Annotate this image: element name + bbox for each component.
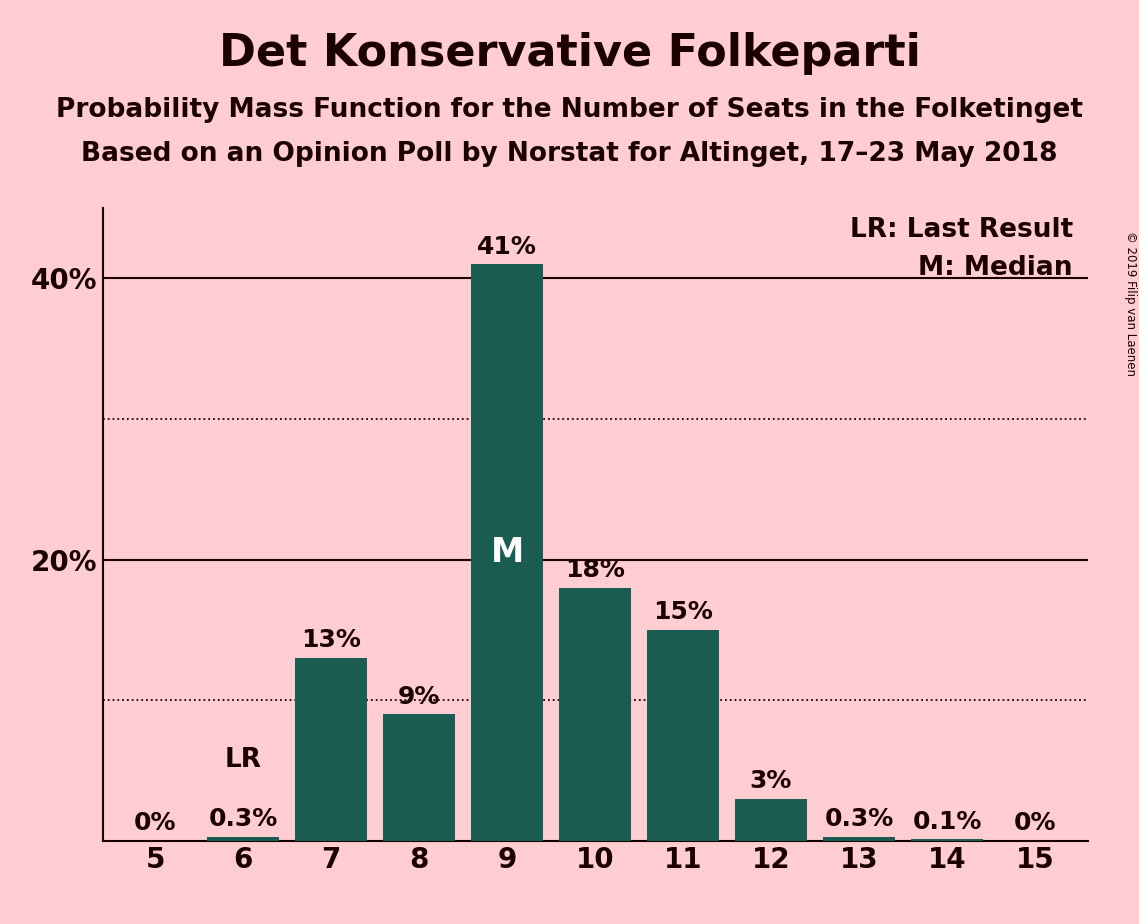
Text: Based on an Opinion Poll by Norstat for Altinget, 17–23 May 2018: Based on an Opinion Poll by Norstat for …: [81, 141, 1058, 167]
Text: 0.3%: 0.3%: [208, 807, 278, 831]
Text: 3%: 3%: [749, 769, 793, 793]
Text: LR: Last Result: LR: Last Result: [850, 217, 1073, 243]
Bar: [647, 630, 719, 841]
Text: © 2019 Filip van Laenen: © 2019 Filip van Laenen: [1124, 231, 1137, 376]
Bar: [911, 839, 983, 841]
Text: 0.3%: 0.3%: [825, 807, 894, 831]
Text: 13%: 13%: [302, 628, 361, 652]
Text: 9%: 9%: [398, 685, 441, 709]
Text: M: M: [491, 536, 524, 569]
Text: 18%: 18%: [565, 558, 625, 582]
Text: M: Median: M: Median: [918, 255, 1073, 282]
Bar: [559, 588, 631, 841]
Bar: [472, 264, 543, 841]
Bar: [823, 836, 895, 841]
Text: 0.1%: 0.1%: [912, 809, 982, 833]
Text: 41%: 41%: [477, 235, 538, 259]
Text: Det Konservative Folkeparti: Det Konservative Folkeparti: [219, 32, 920, 76]
Text: 15%: 15%: [653, 601, 713, 625]
Bar: [383, 714, 456, 841]
Bar: [735, 798, 808, 841]
Text: LR: LR: [224, 748, 262, 773]
Text: 0%: 0%: [134, 811, 177, 835]
Text: Probability Mass Function for the Number of Seats in the Folketinget: Probability Mass Function for the Number…: [56, 97, 1083, 123]
Bar: [207, 836, 279, 841]
Text: 0%: 0%: [1014, 811, 1056, 835]
Bar: [295, 658, 367, 841]
